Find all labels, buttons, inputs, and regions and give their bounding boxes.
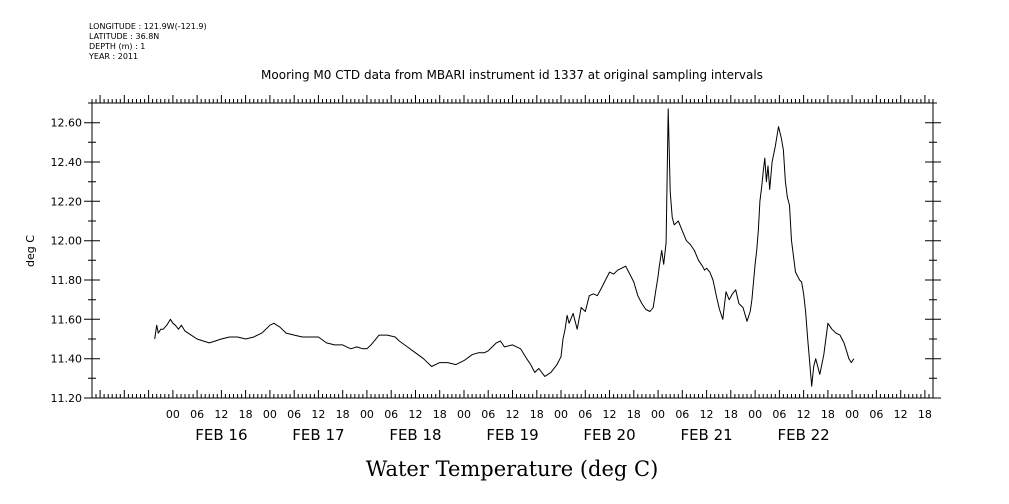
x-tick-label: 00 xyxy=(651,408,665,421)
y-tick-label: 12.60 xyxy=(51,117,83,130)
x-tick-label: 12 xyxy=(506,408,520,421)
day-label: FEB 18 xyxy=(389,426,441,444)
x-tick-label: 00 xyxy=(554,408,568,421)
x-tick-label: 18 xyxy=(724,408,738,421)
x-tick-label: 00 xyxy=(263,408,277,421)
y-tick-label: 12.40 xyxy=(51,156,83,169)
x-tick-label: 12 xyxy=(700,408,714,421)
y-tick-label: 12.00 xyxy=(51,235,83,248)
day-label: FEB 17 xyxy=(292,426,344,444)
x-tick-label: 06 xyxy=(481,408,495,421)
x-tick-label: 12 xyxy=(408,408,422,421)
x-tick-label: 00 xyxy=(845,408,859,421)
day-labels: FEB 16 FEB 17 FEB 18 FEB 19 FEB 20 FEB 21 FEB … xyxy=(195,426,829,444)
x-tick-label: 18 xyxy=(918,408,932,421)
x-tick-label: 06 xyxy=(287,408,301,421)
series-line-water-temperature xyxy=(154,108,855,387)
chart-title: Mooring M0 CTD data from MBARI instrumen… xyxy=(261,68,763,82)
y-tick-label: 12.20 xyxy=(51,195,83,208)
y-tick-label: 11.60 xyxy=(51,313,83,326)
x-tick-label: 06 xyxy=(190,408,204,421)
x-tick-label: 06 xyxy=(869,408,883,421)
x-tick-label: 00 xyxy=(748,408,762,421)
y-tick-label: 11.40 xyxy=(51,353,83,366)
x-tick-label: 18 xyxy=(627,408,641,421)
plot-frame xyxy=(91,102,934,399)
y-axis-label: deg C xyxy=(24,235,37,267)
x-tick-label: 18 xyxy=(239,408,253,421)
x-tick-label: 18 xyxy=(336,408,350,421)
day-label: FEB 19 xyxy=(486,426,538,444)
y-tick-labels: 11.20 11.40 11.60 11.80 12.00 12.20 12.40 12.60 xyxy=(51,117,83,405)
tick-lines xyxy=(84,95,941,399)
x-tick-labels: 00 06 12 18 00 06 12 18 00 06 12 18 00 06 12 18 00 06 12 18… xyxy=(166,408,932,421)
metadata-line-year: YEAR : 2011 xyxy=(89,52,139,61)
x-tick-label: 18 xyxy=(821,408,835,421)
metadata-line-latitude: LATITUDE : 36.8N xyxy=(89,32,160,41)
y-tick-label: 11.20 xyxy=(51,392,83,405)
x-tick-label: 18 xyxy=(433,408,447,421)
x-tick-label: 00 xyxy=(360,408,374,421)
x-tick-label: 12 xyxy=(214,408,228,421)
x-tick-label: 00 xyxy=(457,408,471,421)
day-label: FEB 21 xyxy=(680,426,732,444)
x-axis-label: Water Temperature (deg C) xyxy=(366,457,659,481)
x-tick-label: 12 xyxy=(603,408,617,421)
tick-marks xyxy=(84,95,941,399)
x-tick-label: 06 xyxy=(772,408,786,421)
y-tick-label: 11.80 xyxy=(51,274,83,287)
x-tick-label: 12 xyxy=(797,408,811,421)
x-tick-label: 18 xyxy=(530,408,544,421)
x-tick-label: 12 xyxy=(894,408,908,421)
x-tick-label: 06 xyxy=(578,408,592,421)
x-tick-label: 12 xyxy=(311,408,325,421)
x-tick-label: 06 xyxy=(675,408,689,421)
day-label: FEB 16 xyxy=(195,426,247,444)
day-label: FEB 20 xyxy=(583,426,635,444)
day-label: FEB 22 xyxy=(777,426,829,444)
metadata-line-depth: DEPTH (m) : 1 xyxy=(89,42,146,51)
metadata-block: LONGITUDE : 121.9W(-121.9) LATITUDE : 36… xyxy=(89,22,207,62)
x-tick-label: 00 xyxy=(166,408,180,421)
x-tick-label: 06 xyxy=(384,408,398,421)
metadata-line-longitude: LONGITUDE : 121.9W(-121.9) xyxy=(89,22,207,31)
